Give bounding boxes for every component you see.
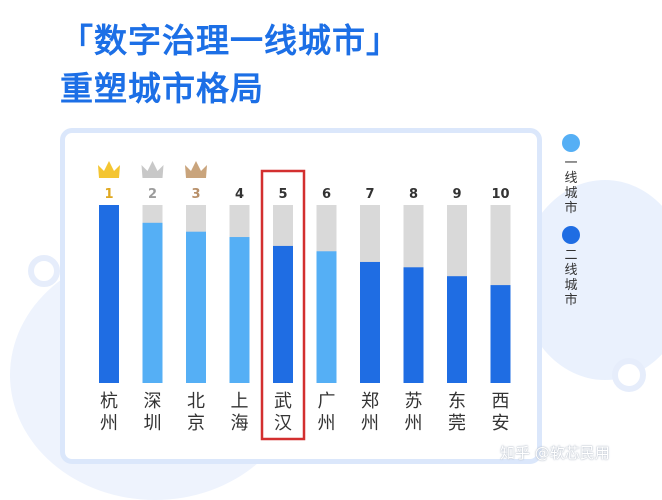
bar	[273, 245, 293, 383]
bar	[99, 205, 119, 383]
background-circle	[520, 180, 662, 380]
rank-label: 8	[409, 187, 418, 202]
rank-label: 6	[322, 187, 331, 202]
page-subtitle: 重塑城市格局	[60, 69, 264, 108]
category-label: 上	[231, 391, 249, 412]
legend-dot-icon	[562, 134, 580, 152]
category-label: 西	[492, 391, 510, 412]
decorative-ring	[612, 358, 646, 392]
crown-bronze-icon	[185, 161, 207, 178]
bar	[229, 237, 250, 383]
bar	[403, 267, 424, 383]
category-label: 京	[187, 413, 205, 434]
category-label: 东	[448, 391, 466, 412]
bar	[316, 251, 337, 383]
rank-label: 7	[365, 187, 374, 202]
rank-label: 4	[235, 187, 244, 202]
rank-label: 10	[491, 187, 509, 202]
category-label: 州	[361, 413, 379, 434]
category-label: 广	[318, 391, 336, 412]
category-label: 海	[231, 413, 249, 434]
category-label: 深	[144, 391, 162, 412]
legend-label: 一线城市	[564, 156, 578, 216]
bar	[490, 285, 511, 383]
rank-label: 2	[148, 187, 157, 202]
category-label: 汉	[274, 413, 292, 434]
page-title: 「数字治理一线城市」	[60, 21, 400, 60]
crown-gold-icon	[98, 161, 120, 178]
category-label: 苏	[405, 391, 423, 412]
decorative-ring	[28, 255, 60, 287]
category-label: 北	[187, 391, 205, 412]
rank-label: 3	[191, 187, 200, 202]
bar	[360, 261, 380, 383]
category-label: 杭	[100, 391, 118, 412]
category-label: 州	[100, 413, 118, 434]
bar	[142, 222, 163, 383]
bar	[186, 231, 206, 383]
legend-label: 二线城市	[564, 248, 578, 308]
category-label: 圳	[144, 413, 162, 434]
rank-label: 5	[278, 187, 287, 202]
rank-label: 9	[452, 187, 461, 202]
category-label: 郑	[361, 391, 379, 412]
rank-label: 1	[104, 187, 113, 202]
watermark: 知乎 @软芯民用	[500, 444, 610, 462]
category-label: 莞	[448, 413, 466, 434]
legend-dot-icon	[562, 226, 580, 244]
bar	[447, 276, 467, 383]
category-label: 州	[405, 413, 423, 434]
category-label: 州	[318, 413, 336, 434]
highlight-box	[260, 169, 306, 441]
category-label: 武	[274, 391, 292, 412]
crown-silver-icon	[141, 161, 164, 178]
category-label: 安	[492, 413, 510, 434]
